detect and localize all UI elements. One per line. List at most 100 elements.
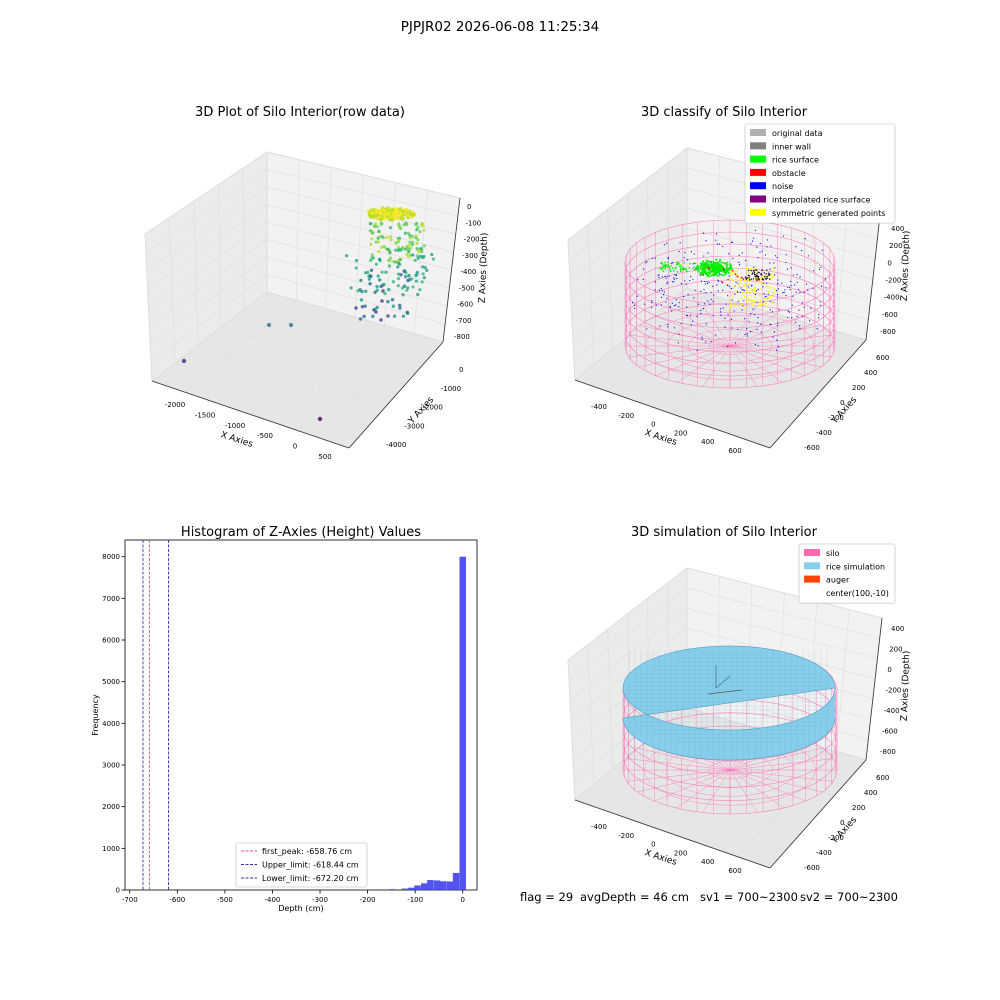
classified-point	[733, 310, 735, 312]
classified-point	[734, 304, 737, 307]
grid-line	[587, 224, 595, 365]
classified-point	[774, 255, 777, 257]
classified-point	[632, 302, 634, 304]
classified-point	[734, 342, 737, 344]
raw-data-point	[379, 284, 383, 289]
classified-point	[790, 284, 792, 287]
classified-point	[703, 266, 706, 269]
classified-point	[701, 338, 703, 340]
silo-wire	[729, 769, 806, 802]
histogram-x-tick-label: -400	[265, 896, 281, 904]
classified-point	[678, 333, 680, 335]
raw-data-point	[408, 240, 412, 244]
classified-point	[746, 277, 749, 279]
classified-point	[727, 279, 729, 281]
classified-point	[770, 245, 772, 247]
raw-data-point	[399, 273, 403, 277]
classified-point	[746, 328, 748, 330]
raw-data-point	[396, 276, 401, 281]
raw-data-point	[374, 240, 378, 244]
classified-point	[738, 264, 741, 266]
classified-point	[677, 342, 679, 344]
classify-legend: original data inner wall rice surface obsta…	[744, 123, 896, 224]
classified-point	[768, 297, 771, 299]
grid-line	[147, 204, 268, 290]
raw-data-point	[378, 211, 382, 215]
histogram-y-tick-label: 7000	[102, 595, 120, 603]
classified-point	[704, 269, 707, 272]
classified-point	[678, 306, 680, 308]
classified-point	[770, 324, 772, 326]
classified-point	[747, 269, 750, 272]
histogram-bar	[439, 881, 447, 890]
classified-point	[711, 269, 714, 272]
classified-point	[693, 262, 696, 265]
raw-data-point	[417, 249, 421, 253]
raw-grid	[145, 159, 458, 438]
classified-point	[671, 302, 673, 304]
raw-data-point	[405, 310, 409, 315]
classified-point	[736, 275, 739, 278]
classified-point	[673, 305, 676, 307]
classified-point	[766, 239, 769, 241]
classified-point	[729, 278, 731, 280]
raw-data-point	[372, 208, 376, 212]
raw-data-point	[376, 274, 380, 278]
classified-point	[754, 296, 757, 299]
classified-point	[714, 265, 717, 268]
classify-z-axis-label: Z Axies (Depth)	[900, 231, 912, 302]
classified-point	[701, 336, 703, 338]
classified-point	[722, 289, 724, 291]
classified-point	[727, 314, 729, 316]
classified-point	[688, 267, 691, 269]
classified-point	[787, 316, 789, 319]
raw-data-point	[373, 290, 377, 294]
classified-point	[776, 296, 779, 299]
classified-point	[746, 288, 748, 291]
classified-point	[713, 274, 716, 277]
classified-point	[757, 345, 759, 347]
classified-point	[683, 266, 685, 269]
classified-point	[805, 283, 808, 285]
silo-wire	[628, 345, 731, 358]
classified-point	[717, 267, 720, 270]
figure-suptitle: PJPJR02 2026-06-08 11:25:34	[401, 19, 599, 35]
classified-point	[750, 269, 752, 272]
raw-data-point	[408, 234, 412, 238]
classified-point	[754, 291, 757, 293]
raw-data-point	[376, 240, 381, 244]
classified-point	[782, 235, 784, 237]
classified-point	[696, 267, 699, 269]
raw-data-point	[358, 317, 363, 321]
classified-point	[759, 251, 761, 253]
classified-point	[727, 295, 729, 297]
classified-point	[715, 258, 718, 261]
raw-data-point	[415, 227, 419, 232]
raw-data-point	[405, 252, 409, 256]
classified-point	[669, 270, 672, 273]
raw-data-point	[403, 231, 407, 235]
silo-wire	[626, 758, 731, 771]
simulation-y-tick-label: -600	[804, 864, 820, 872]
classified-point	[760, 272, 762, 275]
raw-data-point	[403, 274, 408, 279]
silo-wire	[729, 345, 821, 368]
simulation-y-tick-label: -400	[816, 849, 832, 857]
classified-point	[744, 279, 746, 282]
classified-point	[663, 264, 666, 267]
classify-y-tick-label: -200	[828, 414, 844, 422]
classified-point	[724, 273, 727, 276]
histogram-y-tick-label: 5000	[102, 678, 120, 686]
raw-z-tick-label: -100	[465, 219, 481, 227]
classified-point	[729, 304, 732, 306]
raw-data-point	[368, 274, 372, 278]
raw-x-axis-label: X Axies	[219, 430, 254, 450]
classified-point	[784, 289, 786, 291]
classified-point	[696, 268, 699, 271]
raw-data-point	[390, 208, 394, 212]
raw-data-points	[181, 206, 435, 422]
classified-point	[701, 270, 704, 273]
classified-point	[744, 276, 747, 278]
classified-point	[642, 278, 644, 280]
classified-point	[720, 273, 723, 276]
